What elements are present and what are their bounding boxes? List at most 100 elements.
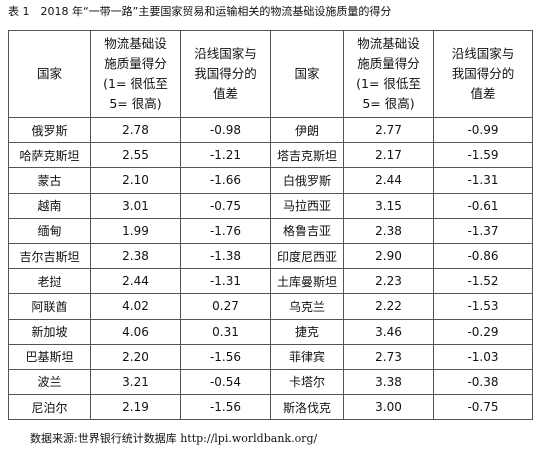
table-cell: 3.38 — [343, 368, 434, 396]
table-cell: -1.03 — [433, 343, 533, 370]
table-cell: -0.29 — [433, 318, 533, 345]
table-cell: 菲律宾 — [270, 343, 344, 370]
table-cell: -0.61 — [433, 192, 533, 219]
header-line: 国家 — [36, 66, 62, 81]
table-row: 尼泊尔 2.19 -1.56 斯洛伐克 3.00 -0.75 — [8, 394, 533, 421]
table-cell: 3.15 — [343, 192, 434, 219]
table-cell: 马拉西亚 — [270, 192, 344, 219]
table-cell: -1.31 — [180, 268, 271, 295]
table-cell: 2.22 — [343, 293, 434, 320]
table-cell: 2.77 — [343, 116, 434, 144]
table-title: 表 1 2018 年“一带一路”主要国家贸易和运输相关的物流基础设施质量的得分 — [8, 5, 392, 18]
table-row: 新加坡 4.06 0.31 捷克 3.46 -0.29 — [8, 318, 533, 345]
table-cell: -1.56 — [180, 343, 271, 370]
header-line: 值差 — [470, 86, 496, 101]
table-cell: 3.21 — [90, 368, 181, 396]
table-cell: 乌克兰 — [270, 293, 344, 320]
table-cell: 2.17 — [343, 142, 434, 169]
table-cell: 哈萨克斯坦 — [8, 142, 91, 169]
header-line: (1= 很低至 — [103, 76, 168, 91]
table-cell: 2.44 — [90, 268, 181, 295]
table-cell: 卡塔尔 — [270, 368, 344, 396]
table-row: 俄罗斯 2.78 -0.98 伊朗 2.77 -0.99 — [8, 116, 533, 144]
header-cell: 国家 — [8, 30, 91, 118]
table-row: 巴基斯坦 2.20 -1.56 菲律宾 2.73 -1.03 — [8, 343, 533, 370]
table-cell: 尼泊尔 — [8, 394, 91, 421]
table-cell: 白俄罗斯 — [270, 167, 344, 194]
header-row: 国家 物流基础设施质量得分 (1= 很低至 5= 很高) 沿线国家与我国得分的值差 国家 物… — [8, 30, 533, 118]
table-cell: 3.00 — [343, 394, 434, 421]
table-cell: 2.10 — [90, 167, 181, 194]
table-row: 越南 3.01 -0.75 马拉西亚 3.15 -0.61 — [8, 192, 533, 219]
table-cell: 2.90 — [343, 242, 434, 270]
header-line: 5= 很高) — [362, 96, 415, 111]
table: 国家 物流基础设施质量得分 (1= 很低至 5= 很高) 沿线国家与我国得分的值差 国家 物… — [8, 30, 533, 421]
table-cell: 巴基斯坦 — [8, 343, 91, 370]
table-cell: 蒙古 — [8, 167, 91, 194]
table-cell: -0.86 — [433, 242, 533, 270]
table-cell: 吉尔吉斯坦 — [8, 242, 91, 270]
header-line: 值差 — [212, 86, 238, 101]
table-cell: 俄罗斯 — [8, 116, 91, 144]
table-cell: 伊朗 — [270, 116, 344, 144]
header-cell: 沿线国家与 我国得分的 值差 — [433, 30, 533, 118]
table-row: 波兰 3.21 -0.54 卡塔尔 3.38 -0.38 — [8, 368, 533, 396]
table-cell: 缅甸 — [8, 217, 91, 244]
table-cell: -0.38 — [433, 368, 533, 396]
table-cell: -1.59 — [433, 142, 533, 169]
table-cell: 土库曼斯坦 — [270, 268, 344, 295]
header-cell: 物流基础设施质量得分 (1= 很低至 5= 很高) — [343, 30, 434, 118]
table-row: 哈萨克斯坦 2.55 -1.21 塔吉克斯坦 2.17 -1.59 — [8, 142, 533, 169]
header-line: 沿线国家与 — [194, 46, 257, 61]
table-cell: -1.66 — [180, 167, 271, 194]
header-line: 国家 — [294, 66, 320, 81]
table-cell: -1.53 — [433, 293, 533, 320]
table-row: 蒙古 2.10 -1.66 白俄罗斯 2.44 -1.31 — [8, 167, 533, 194]
table-cell: 2.55 — [90, 142, 181, 169]
header-line: 我国得分的 — [194, 66, 257, 81]
header-cell: 物流基础设 施质量得分 (1= 很低至 5= 很高) — [90, 30, 181, 118]
table-cell: 新加坡 — [8, 318, 91, 345]
header-line: 物流基础设 — [357, 36, 420, 51]
table-row: 阿联酋 4.02 0.27 乌克兰 2.22 -1.53 — [8, 293, 533, 320]
table-cell: 2.19 — [90, 394, 181, 421]
table-cell: -0.98 — [180, 116, 271, 144]
header-line: (1= 很低至 — [356, 76, 421, 91]
table-row: 缅甸 1.99 -1.76 格鲁吉亚 2.38 -1.37 — [8, 217, 533, 244]
table-cell: -1.38 — [180, 242, 271, 270]
table-cell: 2.38 — [343, 217, 434, 244]
table-cell: 越南 — [8, 192, 91, 219]
table-cell: 2.38 — [90, 242, 181, 270]
table-cell: 捷克 — [270, 318, 344, 345]
table-cell: -1.56 — [180, 394, 271, 421]
header-cell: 沿线国家与我国得分的值差 — [180, 30, 271, 118]
header-line: 沿线国家与 — [451, 46, 515, 61]
table-cell: 老挝 — [8, 268, 91, 295]
table-cell: -0.75 — [433, 394, 533, 421]
table-cell: 塔吉克斯坦 — [270, 142, 344, 169]
table-cell: -0.75 — [180, 192, 271, 219]
table-cell: -1.37 — [433, 217, 533, 244]
table-cell: 阿联酋 — [8, 293, 91, 320]
table-row: 老挝 2.44 -1.31 土库曼斯坦 2.23 -1.52 — [8, 268, 533, 295]
table-cell: -1.31 — [433, 167, 533, 194]
table-cell: 3.46 — [343, 318, 434, 345]
table-cell: 4.02 — [90, 293, 181, 320]
table-cell: 2.23 — [343, 268, 434, 295]
header-line: 施质量得分 — [104, 56, 167, 71]
table-cell: -0.99 — [433, 116, 533, 144]
table-cell: 2.20 — [90, 343, 181, 370]
table-cell: 0.27 — [180, 293, 271, 320]
table-cell: -1.21 — [180, 142, 271, 169]
table-cell: -1.52 — [433, 268, 533, 295]
table-cell: 波兰 — [8, 368, 91, 396]
header-line: 施质量得分 — [357, 56, 420, 71]
table-row: 吉尔吉斯坦 2.38 -1.38 印度尼西亚 2.90 -0.86 — [8, 242, 533, 270]
table-cell: 格鲁吉亚 — [270, 217, 344, 244]
table-cell: 印度尼西亚 — [270, 242, 344, 270]
table-cell: 3.01 — [90, 192, 181, 219]
header-cell: 国家 — [270, 30, 344, 118]
table-cell: 斯洛伐克 — [270, 394, 344, 421]
table-cell: 1.99 — [90, 217, 181, 244]
